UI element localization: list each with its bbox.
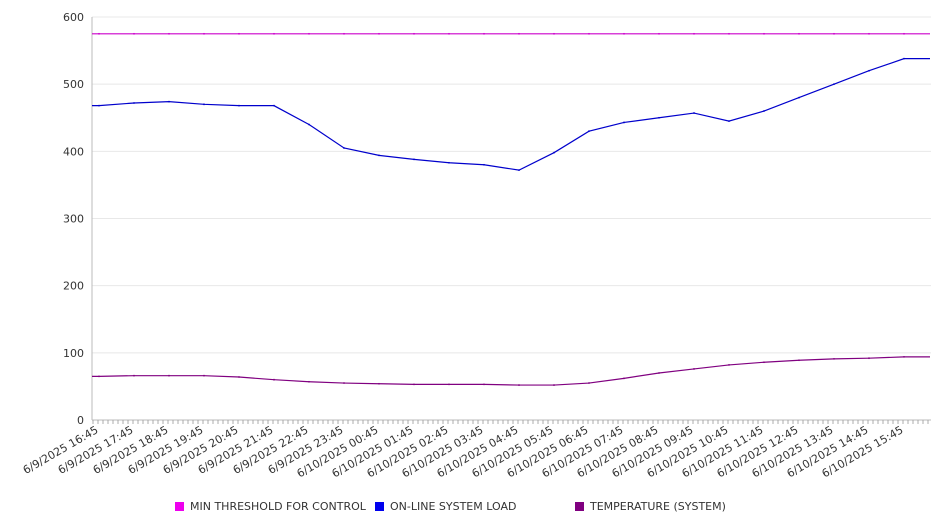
data-point bbox=[763, 361, 765, 364]
data-point bbox=[448, 161, 450, 164]
data-point bbox=[378, 154, 380, 157]
data-point bbox=[623, 377, 625, 380]
data-point bbox=[308, 380, 310, 383]
data-point bbox=[273, 32, 275, 35]
data-point bbox=[623, 32, 625, 35]
data-point bbox=[98, 32, 100, 35]
data-point bbox=[693, 32, 695, 35]
data-point bbox=[798, 96, 800, 99]
data-point bbox=[518, 384, 520, 386]
data-point bbox=[798, 359, 800, 362]
data-point bbox=[658, 116, 660, 119]
data-point bbox=[238, 104, 240, 107]
data-point bbox=[448, 383, 450, 386]
data-point bbox=[868, 357, 870, 360]
series-line-2 bbox=[92, 356, 930, 386]
legend-item-system-load[interactable]: ON-LINE SYSTEM LOAD bbox=[375, 498, 516, 514]
data-point bbox=[868, 32, 870, 35]
data-point bbox=[763, 32, 765, 35]
data-point bbox=[763, 110, 765, 112]
data-point bbox=[833, 32, 835, 35]
legend-label: TEMPERATURE (SYSTEM) bbox=[590, 499, 726, 513]
data-point bbox=[693, 368, 695, 370]
y-tick-label: 0 bbox=[77, 414, 84, 427]
data-point bbox=[448, 32, 450, 35]
y-tick-label: 400 bbox=[63, 145, 84, 158]
data-point bbox=[413, 32, 415, 35]
data-point bbox=[553, 32, 555, 35]
data-point bbox=[203, 103, 205, 106]
x-axis: 6/9/2025 16:456/9/2025 17:456/9/2025 18:… bbox=[21, 420, 929, 480]
data-point bbox=[588, 130, 590, 133]
data-point bbox=[798, 32, 800, 35]
legend-label: ON-LINE SYSTEM LOAD bbox=[390, 499, 517, 513]
data-point bbox=[98, 104, 100, 107]
data-point bbox=[483, 163, 485, 166]
data-point bbox=[413, 158, 415, 161]
data-point bbox=[903, 57, 905, 60]
data-point bbox=[133, 32, 135, 35]
data-point bbox=[308, 123, 310, 126]
y-tick-label: 600 bbox=[63, 11, 84, 24]
y-tick-label: 500 bbox=[63, 78, 84, 91]
legend-item-temperature[interactable]: TEMPERATURE (SYSTEM) bbox=[575, 498, 726, 514]
data-point bbox=[553, 151, 555, 154]
data-point bbox=[378, 382, 380, 385]
series-lines bbox=[92, 32, 930, 386]
data-point bbox=[728, 120, 730, 123]
data-point bbox=[98, 375, 100, 378]
data-point bbox=[728, 32, 730, 35]
data-point bbox=[658, 32, 660, 35]
data-point bbox=[343, 147, 345, 149]
legend-swatch bbox=[375, 501, 384, 511]
data-point bbox=[238, 376, 240, 378]
data-point bbox=[693, 112, 695, 114]
legend-swatch bbox=[175, 501, 184, 511]
legend-label: MIN THRESHOLD FOR CONTROL bbox=[190, 499, 366, 513]
data-point bbox=[833, 357, 835, 360]
grid-lines bbox=[92, 16, 931, 421]
data-point bbox=[903, 355, 905, 358]
data-point bbox=[903, 32, 905, 35]
series-line-1 bbox=[92, 58, 930, 171]
data-point bbox=[168, 374, 170, 377]
data-point bbox=[518, 169, 520, 172]
data-point bbox=[238, 32, 240, 35]
data-point bbox=[413, 383, 415, 386]
data-point bbox=[308, 32, 310, 35]
legend-swatch bbox=[575, 501, 584, 511]
data-point bbox=[483, 383, 485, 386]
data-point bbox=[273, 378, 275, 381]
data-point bbox=[658, 372, 660, 374]
data-point bbox=[168, 32, 170, 35]
data-point bbox=[343, 32, 345, 35]
data-point bbox=[273, 104, 275, 107]
data-point bbox=[588, 32, 590, 35]
data-point bbox=[378, 32, 380, 35]
data-point bbox=[168, 100, 170, 103]
data-point bbox=[833, 83, 835, 86]
data-point bbox=[588, 382, 590, 384]
legend-item-min-threshold[interactable]: MIN THRESHOLD FOR CONTROL bbox=[175, 498, 366, 514]
data-point bbox=[728, 364, 730, 366]
data-point bbox=[553, 384, 555, 386]
data-point bbox=[203, 374, 205, 377]
data-point bbox=[623, 121, 625, 124]
data-point bbox=[133, 374, 135, 377]
data-point bbox=[133, 102, 135, 104]
y-tick-label: 300 bbox=[63, 213, 84, 226]
data-point bbox=[203, 32, 205, 35]
data-point bbox=[868, 69, 870, 72]
data-point bbox=[518, 32, 520, 35]
y-axis: 0 100 200 300 400 500 600 bbox=[63, 11, 93, 427]
y-tick-label: 100 bbox=[63, 347, 84, 360]
y-tick-label: 200 bbox=[63, 280, 84, 293]
data-point bbox=[343, 382, 345, 384]
data-point bbox=[483, 32, 485, 35]
